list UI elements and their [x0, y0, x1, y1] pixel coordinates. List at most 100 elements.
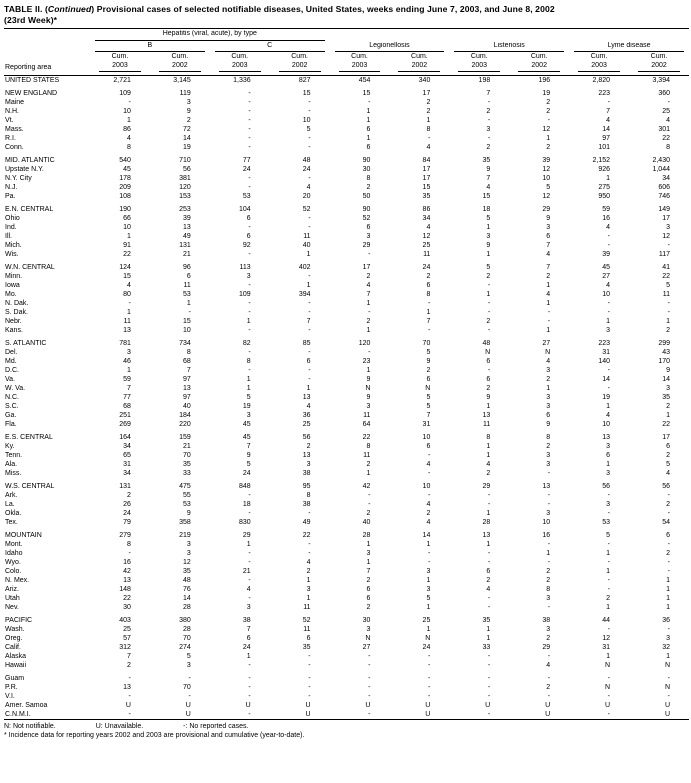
value-cell: 4 — [546, 662, 551, 669]
reporting-area-cell: Conn. — [5, 144, 24, 151]
value-cell: 1 — [426, 626, 431, 633]
reporting-area-cell: S. ATLANTIC — [5, 340, 47, 347]
value-cell: 13 — [123, 327, 131, 334]
reporting-area-cell: Vt. — [5, 117, 14, 124]
value-cell: 21 — [182, 251, 191, 258]
value-cell: 4 — [606, 117, 611, 124]
value-cell: 6 — [426, 376, 431, 383]
value-cell: 86 — [422, 206, 431, 213]
value-cell: 209 — [119, 184, 131, 191]
value-cell: 90 — [362, 157, 371, 164]
value-cell: 13 — [182, 385, 191, 392]
value-cell: 11 — [363, 452, 371, 459]
value-cell: 120 — [179, 184, 191, 191]
value-cell: 97 — [602, 135, 611, 142]
footnote-dash: -: No reported cases. — [183, 723, 249, 730]
reporting-area-cell: Pa. — [5, 193, 16, 200]
value-cell: 7 — [126, 653, 131, 660]
value-cell: - — [248, 99, 251, 106]
value-cell: 2 — [606, 595, 611, 602]
value-cell: - — [188, 309, 191, 316]
value-cell: - — [428, 452, 431, 459]
value-cell: - — [368, 675, 371, 682]
value-cell: 84 — [422, 157, 431, 164]
value-cell: 5 — [666, 282, 670, 289]
value-cell: - — [667, 242, 670, 249]
value-cell: 781 — [119, 340, 131, 347]
value-cell: - — [607, 385, 611, 392]
value-cell: 13 — [182, 224, 191, 231]
value-cell: - — [667, 693, 670, 700]
value-cell: - — [547, 653, 551, 660]
table-row: N. Mex. 13 48 - 1 2 1 2 2 - 1 — [4, 576, 689, 585]
value-cell: 48 — [302, 157, 311, 164]
value-cell: - — [308, 273, 311, 280]
value-cell: 27 — [602, 273, 611, 280]
title-part1: TABLE II. ( — [4, 4, 48, 14]
value-cell: 11 — [303, 626, 311, 633]
value-cell: - — [308, 376, 311, 383]
value-cell: 25 — [422, 617, 431, 624]
value-cell: 32 — [662, 644, 670, 651]
reporting-area-cell: Fla. — [5, 421, 17, 428]
value-cell: - — [547, 501, 551, 508]
value-cell: - — [308, 215, 311, 222]
year-label: 2003 — [231, 61, 248, 69]
value-cell: 70 — [182, 684, 191, 691]
value-cell: 251 — [119, 412, 131, 419]
value-cell: 1 — [666, 412, 670, 419]
value-cell: 2 — [546, 577, 551, 584]
value-cell: - — [248, 684, 251, 691]
value-cell: 131 — [119, 483, 131, 490]
value-cell: 19 — [602, 394, 611, 401]
value-cell: 5 — [426, 403, 431, 410]
value-cell: 11 — [123, 318, 131, 325]
value-cell: - — [308, 675, 311, 682]
value-cell: 31 — [422, 421, 431, 428]
value-cell: 43 — [662, 349, 670, 356]
value-cell: - — [607, 492, 611, 499]
value-cell: 1 — [546, 300, 551, 307]
value-cell: 1 — [366, 300, 371, 307]
value-cell: U — [245, 702, 251, 709]
value-cell: 104 — [238, 206, 251, 213]
table-row: Ga. 251 184 3 36 11 7 13 6 4 1 — [4, 411, 689, 420]
value-cell: 30 — [362, 617, 371, 624]
value-cell: 13 — [302, 452, 311, 459]
table-row: Wyo. 16 12 - 4 1 - - - - - — [4, 558, 689, 567]
value-cell: U — [664, 702, 670, 709]
table-row: Ark. 2 55 - 8 - - - - - - — [4, 491, 689, 500]
value-cell: 3 — [186, 662, 191, 669]
value-cell: - — [308, 510, 311, 517]
value-cell: U — [365, 702, 371, 709]
value-cell: 7 — [546, 242, 551, 249]
hepatitis-group-header: Hepatitis (viral, acute), by type — [90, 29, 330, 41]
hepatitis-b-subheader: B — [90, 41, 210, 52]
reporting-area-cell: Ill. — [5, 233, 12, 240]
table-row: S. Dak. 1 - - - - 1 - - - - — [4, 308, 689, 317]
value-cell: U — [425, 702, 431, 709]
value-cell: - — [308, 108, 311, 115]
value-cell: 6 — [366, 595, 371, 602]
value-cell: 30 — [123, 604, 131, 611]
value-cell: 3 — [546, 394, 551, 401]
hepatitis-c-label: C — [214, 42, 325, 52]
reporting-area-cell: Oreg. — [5, 635, 23, 642]
value-cell: 219 — [179, 532, 191, 539]
table-row: Va. 59 97 1 - 9 6 6 2 14 14 — [4, 375, 689, 384]
value-cell: 15 — [362, 90, 371, 97]
value-cell: 9 — [186, 510, 191, 517]
table-row: Okla. 24 9 - - 2 2 1 3 - - — [4, 509, 689, 518]
value-cell: - — [667, 559, 670, 566]
value-cell: 5 — [426, 394, 431, 401]
value-cell: U — [545, 702, 551, 709]
value-cell: 80 — [123, 291, 131, 298]
region-total-row: E.S. CENTRAL 164 159 45 56 22 10 8 8 13 17 — [4, 433, 689, 442]
value-cell: 2 — [366, 461, 371, 468]
value-cell: 1 — [606, 461, 611, 468]
value-cell: 1 — [426, 117, 431, 124]
value-cell: 3 — [426, 568, 431, 575]
value-cell: 10 — [602, 421, 611, 428]
value-cell: - — [607, 510, 611, 517]
footnotes: N: Not notifiable. U: Unavailable. -: No… — [4, 722, 689, 740]
